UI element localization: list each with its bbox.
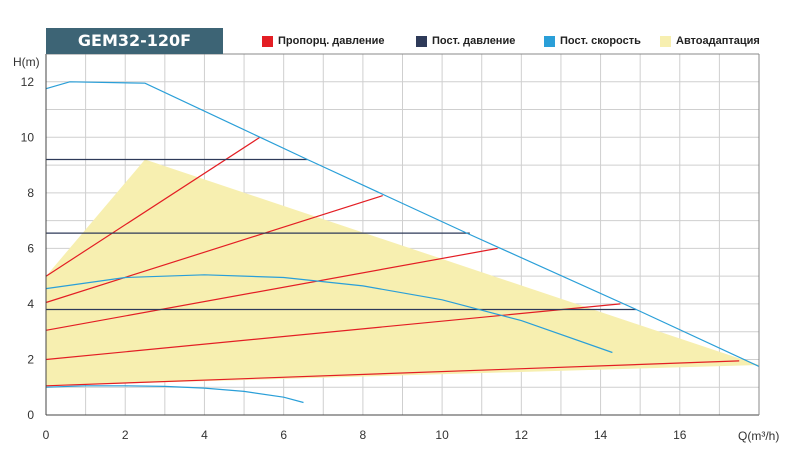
y-tick-label: 10 — [21, 130, 35, 144]
x-axis-label: Q(m³/h) — [738, 429, 779, 443]
series-line-const-speed — [45, 274, 613, 354]
legend-swatch — [544, 36, 555, 47]
series-line-prop-pressure — [45, 195, 383, 304]
y-tick-label: 2 — [27, 352, 34, 366]
x-tick-label: 6 — [280, 428, 287, 442]
legend-swatch — [262, 36, 273, 47]
x-tick-label: 12 — [515, 428, 529, 442]
y-tick-label: 12 — [21, 75, 35, 89]
legend-swatch — [660, 36, 671, 47]
legend-swatch — [416, 36, 427, 47]
series-lines — [45, 81, 760, 404]
y-axis-label: H(m) — [13, 55, 40, 69]
series-line-prop-pressure — [45, 247, 498, 331]
legend-label: Пост. давление — [432, 35, 516, 47]
y-tick-label: 0 — [27, 408, 34, 422]
autoadapt-region — [46, 159, 759, 386]
series-line-const-speed — [45, 385, 304, 404]
legend-label: Пропорц. давление — [278, 35, 385, 47]
x-tick-label: 2 — [122, 428, 129, 442]
legend-label: Пост. скорость — [560, 35, 641, 47]
series-line-prop-pressure — [45, 303, 621, 361]
y-tick-label: 6 — [27, 241, 34, 255]
y-tick-label: 4 — [27, 297, 34, 311]
x-tick-label: 0 — [43, 428, 50, 442]
axes: 0 2 4 6 8 10 12 14 16 0 2 4 6 8 10 12 — [21, 53, 760, 442]
series-line-prop-pressure — [45, 360, 740, 387]
legend-label: Автоадаптация — [676, 35, 760, 47]
x-tick-label: 10 — [435, 428, 449, 442]
chart-title: GEM32-120F — [46, 28, 223, 54]
x-tick-label: 4 — [201, 428, 208, 442]
x-tick-label: 14 — [594, 428, 608, 442]
series-line-prop-pressure — [45, 136, 261, 277]
y-tick-label: 8 — [27, 186, 34, 200]
x-tick-label: 16 — [673, 428, 687, 442]
x-tick-label: 8 — [360, 428, 367, 442]
series-line-max — [45, 81, 760, 367]
